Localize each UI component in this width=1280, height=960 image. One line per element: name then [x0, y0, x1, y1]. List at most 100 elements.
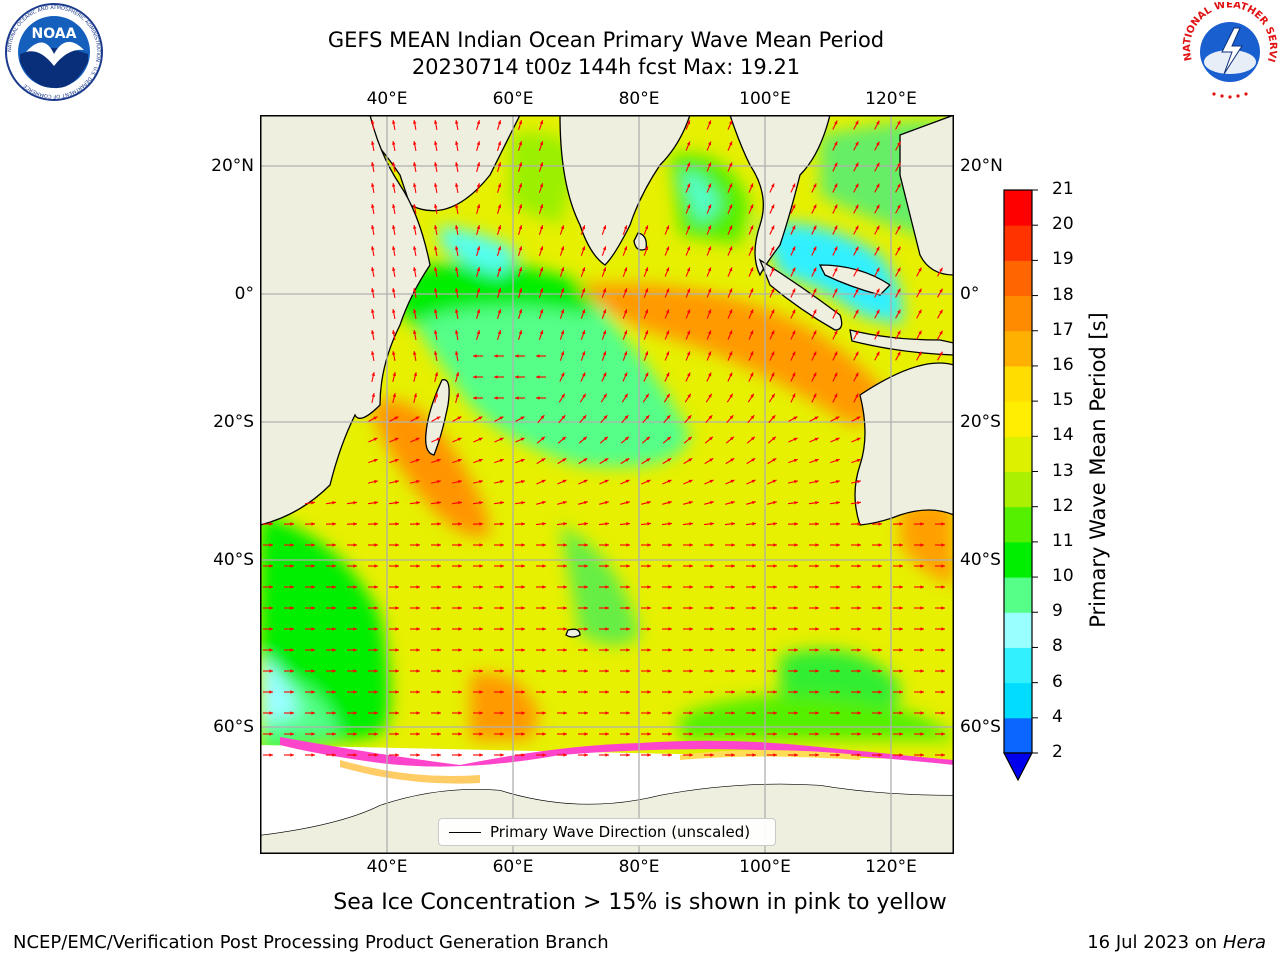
wave-arrow-head	[290, 522, 294, 526]
wave-arrow-head	[395, 501, 399, 505]
footer-organization: NCEP/EMC/Verification Post Processing Pr…	[13, 932, 609, 953]
wave-arrow-head	[730, 479, 735, 483]
wave-arrow-head	[688, 436, 692, 441]
wave-arrow-head	[437, 480, 441, 484]
wave-arrow-head	[920, 585, 924, 589]
wave-arrow-head	[437, 711, 441, 715]
wave-arrow-head	[815, 627, 819, 631]
wave-arrow-head	[542, 711, 546, 715]
wave-arrow-head	[602, 351, 607, 356]
wave-arrow-head	[710, 669, 714, 673]
lon-label-bottom: 60°E	[492, 857, 534, 877]
wave-arrow-head	[518, 141, 523, 146]
wave-arrow-head	[332, 501, 336, 505]
colorbar-extend-arrow	[1003, 752, 1033, 782]
wave-arrow-head	[794, 606, 798, 610]
wave-arrow-head	[941, 711, 945, 715]
wave-arrow-head	[395, 480, 399, 484]
wave-arrow-head	[581, 225, 586, 230]
wave-arrow-head	[395, 732, 399, 736]
wave-arrow-head	[667, 501, 672, 505]
wave-arrow-head	[686, 225, 691, 230]
wave-arrow-head	[311, 564, 315, 568]
lat-label-right: 20°S	[960, 412, 1001, 432]
wave-arrow-head	[647, 564, 651, 568]
wave-arrow-head	[771, 225, 775, 230]
wave-arrow-head	[521, 522, 525, 526]
wave-arrow-head	[689, 711, 693, 715]
wave-arrow-head	[434, 351, 438, 355]
wave-arrow-head	[434, 183, 438, 187]
wave-arrow-head	[373, 458, 378, 463]
wave-arrow-head	[371, 162, 375, 166]
wave-arrow-head	[878, 732, 882, 736]
wave-arrow-head	[479, 753, 483, 757]
colorbar-segment	[1004, 612, 1032, 648]
wave-arrow-head	[624, 415, 629, 420]
wave-arrow-head	[686, 246, 691, 251]
wave-arrow-head	[729, 141, 733, 146]
wave-arrow-head	[416, 690, 420, 694]
wave-arrow-head	[395, 564, 399, 568]
wave-arrow-head	[497, 267, 502, 272]
wave-arrow-head	[687, 372, 691, 377]
wave-arrow-head	[332, 669, 336, 673]
wave-arrow-head	[897, 267, 901, 272]
sea-ice-caption: Sea Ice Concentration > 15% is shown in …	[333, 890, 947, 915]
wave-arrow-head	[539, 225, 544, 230]
wave-arrow-head	[521, 564, 525, 568]
wave-arrow-head	[434, 267, 438, 271]
wave-arrow-head	[562, 436, 566, 441]
wave-arrow-head	[773, 606, 777, 610]
wave-arrow-head	[413, 162, 417, 166]
wave-arrow-head	[771, 351, 775, 356]
wave-arrow-head	[813, 288, 817, 293]
wave-arrow-head	[771, 393, 775, 398]
wave-arrow-head	[437, 564, 441, 568]
wave-arrow-head	[479, 627, 483, 631]
wave-arrow-head	[855, 372, 859, 377]
wave-arrow-head	[665, 330, 670, 335]
wave-arrow-head	[542, 543, 546, 547]
wave-arrow-head	[878, 606, 882, 610]
wave-arrow-head	[899, 564, 903, 568]
wave-arrow-head	[473, 396, 477, 400]
chart-subtitle: 20230714 t00z 144h fcst Max: 19.21	[411, 55, 801, 79]
wave-arrow-head	[731, 648, 735, 652]
colorbar-segment	[1004, 471, 1032, 508]
wave-arrow-head	[729, 183, 733, 188]
wave-arrow-head	[500, 585, 504, 589]
wave-arrow-head	[729, 330, 733, 335]
wave-arrow-head	[834, 246, 838, 251]
colorbar-tick-label: 18	[1052, 284, 1074, 305]
wave-arrow-head	[752, 711, 756, 715]
wave-arrow-head	[584, 585, 588, 589]
wave-arrow-head	[815, 585, 819, 589]
wave-arrow-head	[667, 436, 671, 441]
wave-arrow-head	[500, 543, 504, 547]
wave-arrow-head	[750, 330, 754, 335]
map-frame	[260, 115, 954, 854]
wave-arrow-head	[624, 393, 628, 398]
wave-arrow-head	[479, 585, 483, 589]
wave-arrow-head	[416, 648, 420, 652]
wave-arrow-head	[518, 225, 523, 230]
wave-arrow-head	[455, 204, 459, 208]
wave-arrow-head	[311, 585, 315, 589]
wave-arrow-head	[668, 585, 672, 589]
wave-arrow-head	[392, 351, 396, 355]
lat-label-left: 20°S	[213, 412, 254, 432]
wave-arrow-head	[920, 606, 924, 610]
wave-arrow-head	[269, 753, 273, 757]
wave-arrow-head	[771, 267, 775, 272]
wave-arrow-head	[518, 183, 523, 188]
wave-arrow-head	[710, 522, 714, 526]
wave-arrow-head	[835, 437, 840, 441]
wave-arrow-head	[836, 585, 840, 589]
colorbar-tick-label: 6	[1052, 671, 1063, 692]
wave-arrow-head	[500, 627, 504, 631]
wave-arrow-head	[521, 501, 525, 505]
wave-arrow-head	[815, 501, 819, 505]
wave-arrow-head	[541, 501, 546, 505]
wave-arrow-head	[792, 393, 796, 398]
